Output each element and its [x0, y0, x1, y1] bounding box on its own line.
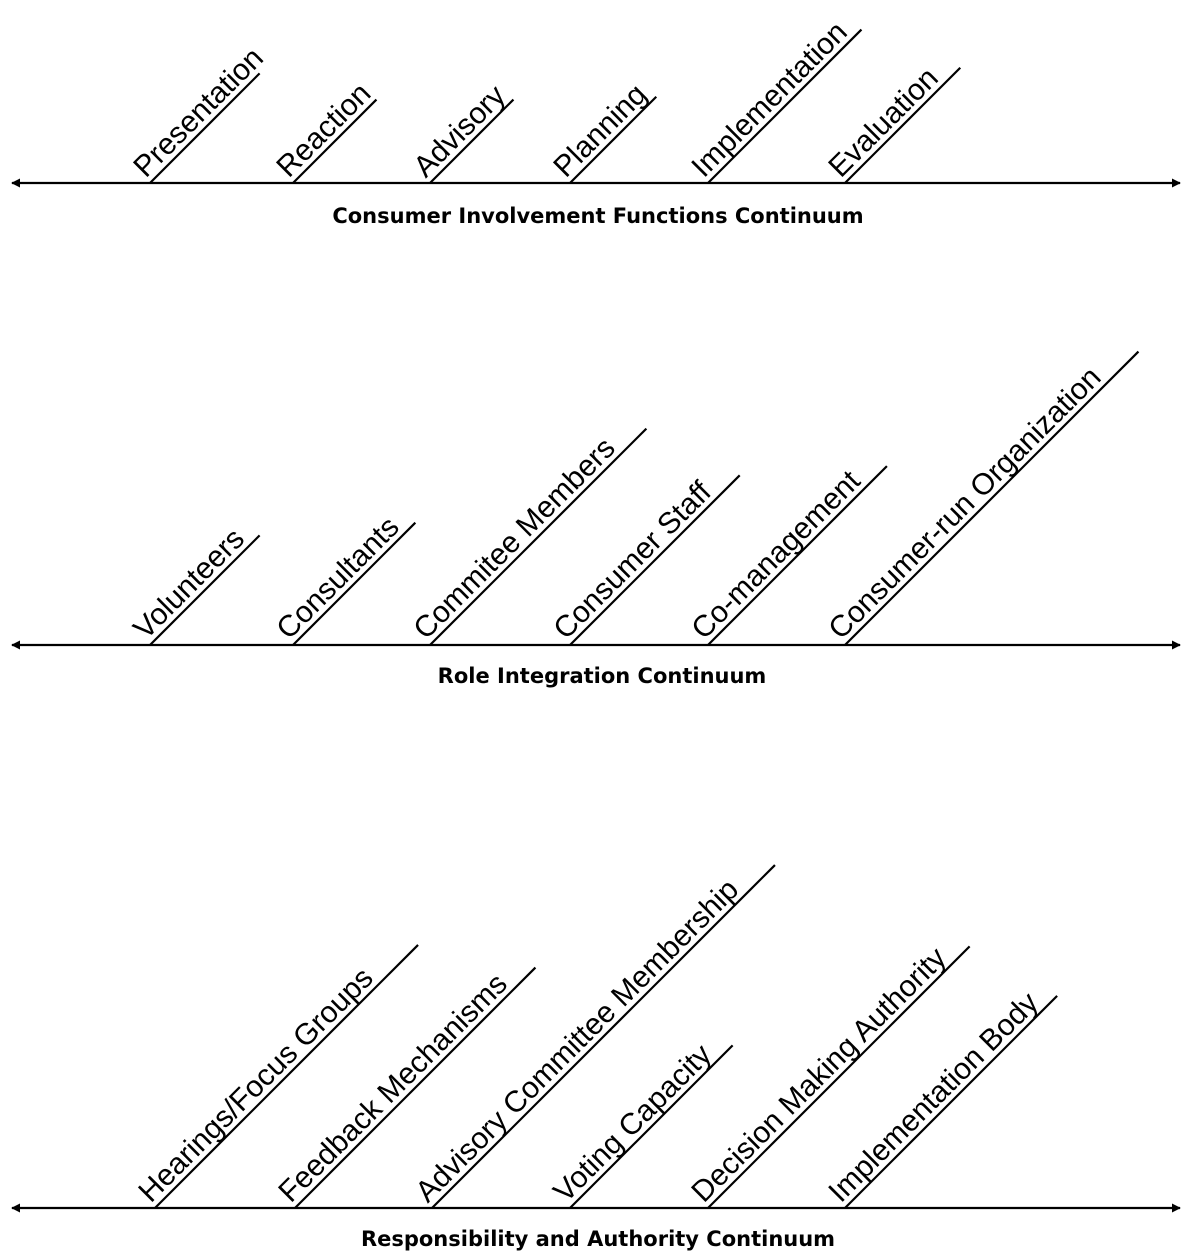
continuum-label: Evaluation: [822, 61, 962, 184]
continuum-label: Reaction: [270, 77, 377, 184]
continuum-item-label: Planning: [547, 78, 653, 184]
continuum-label: Advisory: [407, 79, 515, 184]
continuum-label: Consumer-run Organization: [822, 350, 1140, 646]
continuum-item-label: Volunteers: [127, 522, 251, 646]
continuum-label: Consultants: [270, 510, 417, 646]
continuum-item-label: Consumer-run Organization: [822, 361, 1107, 646]
continuum-label: Volunteers: [127, 522, 261, 646]
continuum-label: Hearings/Focus Groups: [132, 944, 419, 1209]
continuum-item-label: Consultants: [270, 510, 405, 645]
continuum-1: Presentation Reaction Advisory Planning …: [11, 15, 1181, 228]
continuum-2: Volunteers Consultants Commitee Members …: [11, 350, 1181, 688]
continuum-item-label: Evaluation: [822, 61, 944, 183]
continuum-title: Role Integration Continuum: [438, 664, 767, 688]
continuum-item-label: Feedback Mechanisms: [272, 967, 513, 1208]
continuum-title: Responsibility and Authority Continuum: [361, 1227, 835, 1251]
continuum-label: Planning: [547, 78, 658, 184]
continuum-label: Presentation: [127, 41, 270, 184]
continuum-item-label: Decision Making Authority: [685, 941, 952, 1208]
continuum-item-label: Advisory: [407, 79, 512, 184]
continuum-label: Feedback Mechanisms: [272, 966, 537, 1209]
continuum-item-label: Reaction: [270, 77, 377, 184]
continuum-label: Implementation Body: [822, 986, 1058, 1209]
continuum-item-label: Presentation: [127, 41, 269, 183]
continuum-label: Commitee Members: [407, 427, 648, 646]
continuum-label: Decision Making Authority: [685, 941, 971, 1209]
continuum-title: Consumer Involvement Functions Continuum: [332, 204, 863, 228]
continuum-3: Hearings/Focus Groups Feedback Mechanism…: [11, 864, 1181, 1251]
continuum-item-label: Hearings/Focus Groups: [132, 961, 379, 1208]
